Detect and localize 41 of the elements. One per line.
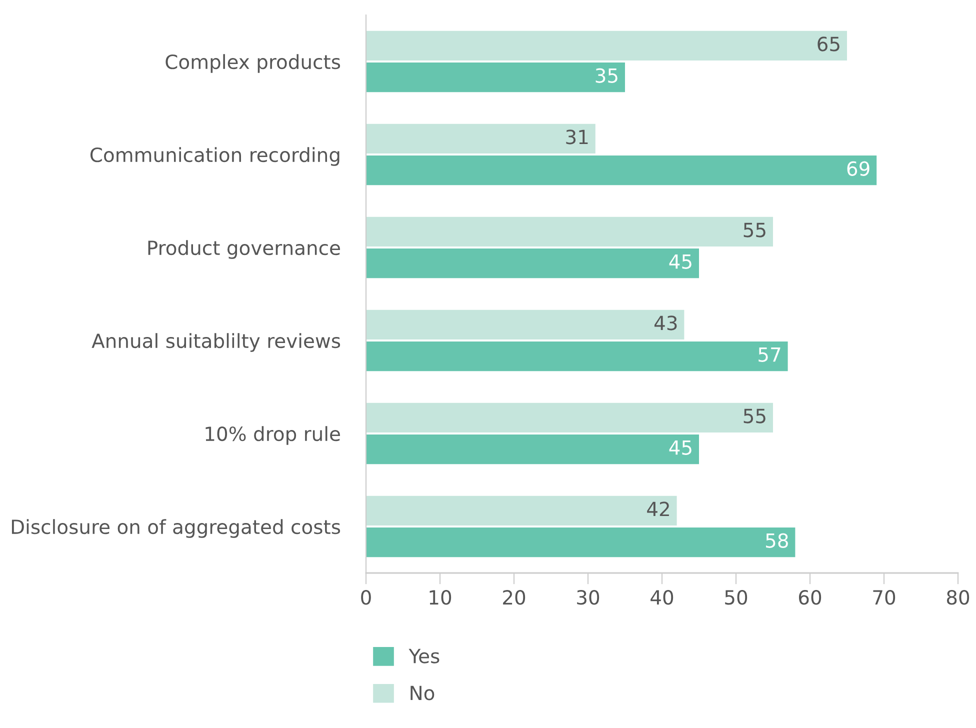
data-label: 65: [818, 36, 840, 52]
y-tick-label: 10% drop rule: [206, 426, 340, 445]
y-tick-label: Disclosure on of aggregated costs: [12, 519, 340, 538]
bar: [366, 216, 773, 247]
data-label: 43: [654, 316, 677, 330]
bar: [366, 30, 847, 61]
legend-label: No: [410, 686, 434, 700]
x-tick-label: 60: [798, 590, 822, 605]
bar: [366, 124, 596, 154]
legend-label: Yes: [408, 648, 440, 664]
bar: [366, 341, 788, 372]
y-tick-label: Product governance: [148, 240, 340, 259]
x-tick-label: 70: [873, 590, 896, 605]
bar: [366, 310, 684, 340]
data-label: 58: [766, 533, 788, 548]
data-label: 55: [744, 222, 766, 238]
y-tick-label: Annual suitablilty reviews: [92, 333, 340, 352]
data-label: 42: [647, 502, 669, 516]
x-tick-label: 10: [430, 590, 452, 605]
data-label: 31: [566, 130, 588, 144]
x-tick-label: 30: [577, 590, 600, 605]
x-tick-label: 80: [946, 590, 970, 605]
bar: [366, 434, 699, 464]
bar: [366, 155, 877, 186]
y-tick-label: Communication recording: [90, 147, 340, 166]
x-tick-label: 20: [503, 590, 526, 605]
bar: [366, 62, 625, 92]
data-label: 57: [758, 348, 780, 362]
y-tick-label: Complex products: [166, 54, 340, 73]
x-tick-label: 40: [650, 590, 674, 605]
data-label: 69: [847, 161, 870, 176]
data-label: 35: [596, 68, 618, 83]
x-tick-label: 0: [361, 590, 371, 605]
data-label: 55: [744, 408, 766, 424]
bar: [366, 527, 796, 558]
data-label: 45: [669, 440, 692, 455]
bar: [366, 402, 773, 433]
x-tick-label: 50: [725, 590, 748, 605]
data-label: 45: [669, 254, 692, 269]
bar: [366, 248, 699, 278]
bar: [366, 496, 677, 526]
